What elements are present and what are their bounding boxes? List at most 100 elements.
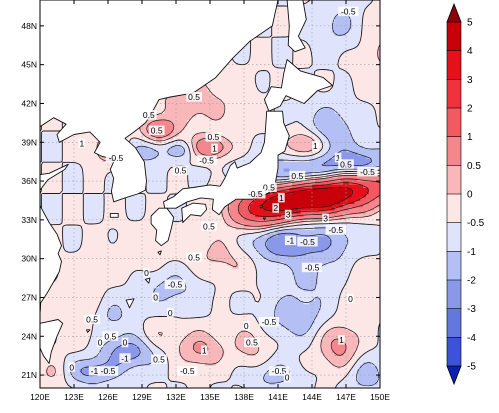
field-cell	[130, 303, 134, 308]
field-cell	[289, 261, 293, 266]
field-cell	[161, 310, 166, 314]
field-cell	[82, 287, 86, 292]
field-cell	[295, 368, 299, 373]
field-cell	[57, 378, 61, 382]
field-cell	[116, 362, 120, 366]
field-cell	[108, 326, 112, 331]
field-cell	[210, 352, 214, 357]
field-cell	[272, 278, 276, 282]
field-cell	[116, 252, 120, 256]
field-cell	[258, 300, 262, 305]
field-cell	[99, 333, 103, 337]
field-cell	[139, 381, 143, 386]
field-cell	[227, 381, 231, 386]
field-cell	[323, 255, 327, 260]
field-cell	[371, 342, 375, 347]
field-cell	[289, 271, 293, 276]
field-cell	[275, 294, 279, 298]
field-cell	[210, 349, 214, 353]
field-cell	[54, 303, 58, 308]
field-cell	[210, 345, 214, 350]
field-cell	[150, 287, 154, 292]
field-cell	[76, 336, 81, 340]
field-cell	[346, 329, 350, 334]
field-cell	[48, 303, 52, 308]
field-cell	[190, 307, 194, 311]
field-cell	[337, 371, 341, 376]
field-cell	[48, 365, 52, 369]
field-cell	[246, 274, 251, 279]
field-cell	[275, 274, 279, 279]
field-cell	[224, 378, 228, 382]
field-cell	[337, 287, 341, 292]
field-cell	[283, 316, 287, 321]
field-cell	[232, 265, 236, 269]
field-cell	[229, 313, 234, 318]
field-cell	[76, 345, 81, 350]
field-cell	[368, 349, 372, 353]
field-cell	[232, 284, 236, 289]
field-cell	[164, 303, 168, 308]
field-cell	[263, 258, 268, 263]
field-cell	[363, 271, 367, 276]
field-cell	[110, 384, 115, 388]
field-cell	[144, 300, 149, 305]
field-cell	[79, 345, 83, 350]
field-cell	[187, 349, 191, 353]
field-cell	[331, 258, 336, 263]
field-cell	[178, 349, 183, 353]
field-cell	[329, 268, 333, 272]
field-cell	[59, 329, 64, 334]
field-cell	[374, 320, 378, 324]
field-cell	[212, 349, 217, 353]
field-cell	[62, 345, 66, 350]
field-cell	[348, 255, 353, 260]
field-cell	[156, 371, 160, 376]
field-cell	[334, 349, 338, 353]
field-cell	[334, 375, 338, 379]
field-cell	[263, 326, 268, 331]
field-cell	[68, 300, 72, 305]
field-cell	[210, 313, 214, 318]
field-cell	[201, 294, 205, 298]
field-cell	[218, 320, 222, 324]
field-cell	[261, 307, 265, 311]
field-cell	[317, 294, 321, 298]
field-cell	[113, 381, 117, 386]
field-cell	[269, 300, 273, 305]
field-cell	[346, 339, 350, 344]
field-cell	[261, 255, 265, 260]
field-cell	[348, 339, 353, 344]
field-cell	[272, 375, 276, 379]
field-cell	[215, 336, 219, 340]
field-cell	[119, 365, 123, 369]
field-cell	[42, 316, 47, 321]
field-cell	[235, 339, 239, 344]
field-cell	[159, 281, 163, 285]
field-cell	[323, 326, 327, 331]
field-cell	[116, 323, 120, 327]
field-cell	[297, 381, 302, 386]
field-cell	[139, 278, 143, 282]
field-cell	[266, 352, 270, 357]
field-cell	[218, 287, 222, 292]
field-cell	[93, 307, 98, 311]
field-cell	[201, 261, 205, 266]
field-cell	[201, 329, 205, 334]
field-cell	[306, 294, 310, 298]
field-cell	[348, 258, 353, 263]
field-cell	[76, 281, 81, 285]
field-cell	[351, 287, 355, 292]
field-cell	[323, 381, 327, 386]
field-cell	[201, 339, 205, 344]
field-cell	[176, 362, 180, 366]
field-cell	[74, 355, 78, 360]
field-cell	[110, 252, 115, 256]
field-cell	[153, 281, 157, 285]
field-cell	[289, 333, 293, 337]
field-cell	[59, 274, 64, 279]
field-cell	[102, 352, 106, 357]
field-cell	[363, 329, 367, 334]
field-cell	[371, 294, 375, 298]
field-cell	[96, 287, 100, 292]
